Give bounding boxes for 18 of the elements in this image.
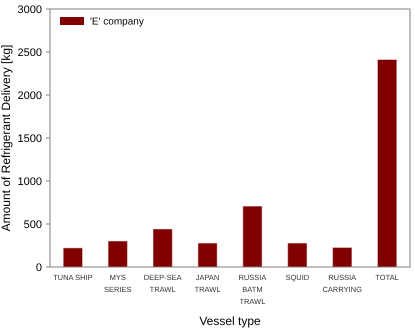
bar — [198, 243, 218, 268]
bar — [332, 247, 352, 268]
x-axis-title: Vessel type — [199, 314, 262, 328]
legend-label: 'E' company — [90, 16, 144, 28]
y-tick-label: 500 — [24, 218, 42, 231]
y-tick-label: 1000 — [18, 176, 42, 188]
bar — [377, 59, 397, 268]
y-tick-label: 2000 — [18, 90, 42, 102]
bar — [242, 206, 262, 268]
y-tick-label: 0 — [36, 262, 42, 274]
bar — [63, 248, 83, 268]
y-tick-label: 2500 — [18, 46, 42, 59]
bar — [152, 228, 172, 268]
y-axis-title: Amount of Refrigerant Delivery [kg] — [0, 44, 13, 232]
y-tick-label: 3000 — [18, 4, 42, 16]
bar — [108, 240, 128, 268]
bar — [288, 243, 308, 268]
y-tick-label: 1500 — [18, 132, 42, 145]
